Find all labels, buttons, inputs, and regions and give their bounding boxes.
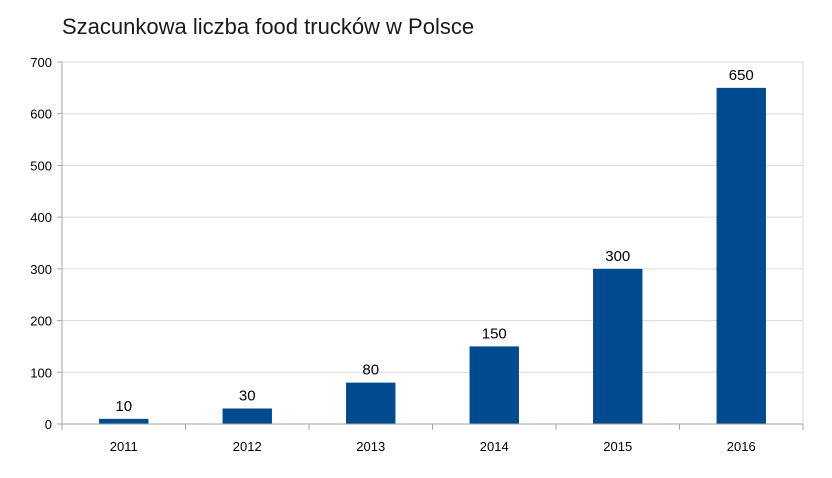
data-label: 300 [605,248,630,265]
x-tick-label: 2016 [727,439,756,454]
bar [346,382,396,424]
data-label: 150 [482,325,507,342]
y-tick-label: 200 [30,314,52,329]
y-tick-label: 500 [30,158,52,173]
bar [716,87,766,424]
x-tick-label: 2011 [110,439,138,454]
y-tick-label: 600 [30,107,52,122]
data-label: 650 [729,67,754,84]
x-tick-label: 2012 [233,439,262,454]
bar [99,418,149,424]
x-tick-label: 2015 [603,439,632,454]
bars [99,87,766,424]
data-label: 30 [239,387,256,404]
bar [469,346,519,424]
gridlines [62,61,803,373]
y-tick-label: 100 [30,365,52,380]
chart-title: Szacunkowa liczba food trucków w Polsce [62,14,475,39]
data-label: 80 [362,362,379,379]
labels: 0 100 200 300 400 500 600 700 10 2011 30 2012 80 2013… [30,55,755,454]
bar [593,268,643,424]
bar [222,408,272,424]
y-tick-label: 0 [45,417,52,432]
y-tick-label: 300 [30,262,52,277]
data-label: 10 [115,398,132,415]
x-tick-label: 2014 [480,439,509,454]
x-tick-label: 2013 [356,439,385,454]
y-tick-label: 700 [30,55,52,70]
axes [57,61,804,430]
y-tick-label: 400 [30,210,52,225]
